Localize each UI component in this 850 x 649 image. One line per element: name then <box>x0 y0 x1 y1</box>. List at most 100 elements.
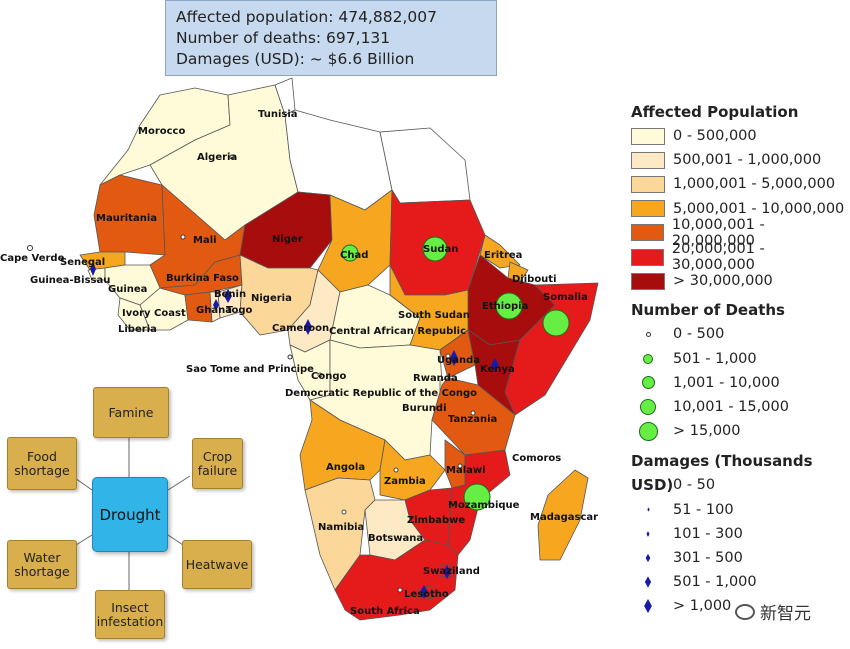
diagram-connectors <box>71 438 191 590</box>
label-zimbabwe: Zimbabwe <box>407 515 465 526</box>
country-madagascar <box>537 469 589 561</box>
country-liberia <box>117 297 151 331</box>
label-tunisia: Tunisia <box>258 109 298 120</box>
label-senegal: Senegal <box>60 257 105 268</box>
damages-stat: Damages (USD): ~ $6.6 Billion <box>176 50 415 68</box>
deaths-marker-sudan <box>422 236 448 262</box>
legend-symbol <box>631 576 665 588</box>
deaths-marker-ethiopia <box>495 292 523 320</box>
deaths-marker-mozambique <box>463 483 491 511</box>
diamond-icon <box>646 507 650 512</box>
affected-legend-item: 1,000,001 - 5,000,000 <box>631 172 846 196</box>
label-botswana: Botswana <box>368 533 423 544</box>
legend-label: 10,000,001 - 20,000,000 <box>671 216 765 249</box>
label-mozambique: Mozambique <box>448 500 520 511</box>
damages-marker-lesotho <box>420 585 428 599</box>
damages-marker-kenya <box>491 358 499 372</box>
label-burundi: Burundi <box>402 403 447 414</box>
deaths-marker-somalia <box>542 309 570 337</box>
label-ghana: Ghana <box>196 305 232 316</box>
deaths-marker-uganda <box>445 353 451 359</box>
deaths-legend-item: 10,001 - 15,000 <box>631 395 846 419</box>
legend-label: 101 - 300 <box>673 525 743 542</box>
damages-legend-item: 301 - 500 <box>631 546 846 570</box>
legend-label: > 1,000 <box>673 598 732 615</box>
label-sudan: Sudan <box>423 244 458 255</box>
legend-label: 0 - 50 <box>673 477 716 494</box>
deaths-legend-item: > 15,000 <box>631 419 846 443</box>
drought-node: Drought <box>92 477 168 552</box>
legend-label: 20,000,001 - 30,000,000 <box>671 241 765 274</box>
damages-legend-item: 0 - 50 <box>631 473 846 497</box>
legend-swatch <box>631 272 665 290</box>
legend-symbol <box>631 483 665 487</box>
label-sao-tome-and-principe: Sao Tome and Principe <box>186 364 314 375</box>
damages-legend-item: 51 - 100 <box>631 497 846 521</box>
legend-symbol <box>631 376 665 390</box>
deaths-marker-algeria <box>229 154 235 160</box>
label-djibouti: Djibouti <box>512 274 557 285</box>
label-chad: Chad <box>340 250 368 261</box>
legend-swatch <box>631 200 665 218</box>
circle-icon <box>645 331 651 337</box>
affected-legend-item: 500,001 - 1,000,000 <box>631 148 846 172</box>
wechat-icon <box>735 603 755 620</box>
deaths-marker-chad <box>341 244 359 262</box>
damages-legend-item: 101 - 300 <box>631 522 846 546</box>
label-morocco: Morocco <box>138 126 185 137</box>
legend-symbol <box>631 507 665 512</box>
label-comoros: Comoros <box>512 453 561 464</box>
legend-swatch <box>631 248 664 266</box>
deaths-marker-mali <box>180 234 186 240</box>
label-nigeria: Nigeria <box>251 293 292 304</box>
circle-icon <box>643 353 653 364</box>
label-somalia: Somalia <box>543 292 588 303</box>
affected-legend-item: 10,000,001 - 20,000,000 <box>631 217 846 249</box>
legend-symbol <box>631 398 665 415</box>
legend-swatch <box>631 224 664 242</box>
map-legend: Affected Population 0 - 500,000 500,001 -… <box>631 100 846 618</box>
legend-label: 5,000,001 - 10,000,000 <box>673 200 845 217</box>
damages-legend-item: > 1,000 <box>631 594 846 618</box>
crop-failure-node: Crop failure <box>192 438 243 489</box>
label-togo: Togo <box>226 305 253 316</box>
label-angola: Angola <box>326 462 365 473</box>
water-shortage-node: Water shortage <box>7 540 77 589</box>
insect-infestation-node: Insect infestation <box>95 590 165 639</box>
legend-label: 501 - 1,000 <box>673 574 757 591</box>
damages-marker-togo <box>213 299 219 311</box>
label-guinea-bissau: Guinea-Bissau <box>30 275 110 286</box>
circle-icon <box>638 421 658 441</box>
affected-legend-item: 20,000,001 - 30,000,000 <box>631 241 846 273</box>
label-liberia: Liberia <box>118 324 157 335</box>
legend-symbol <box>631 421 665 441</box>
label-rwanda: Rwanda <box>413 373 458 384</box>
deaths-marker-south-africa <box>397 587 403 593</box>
sao-tome-marker <box>287 354 293 360</box>
heatwave-node: Heatwave <box>182 540 252 589</box>
country-south-africa <box>334 539 459 621</box>
label-mauritania: Mauritania <box>96 213 157 224</box>
legend-symbol <box>631 353 665 364</box>
deaths-marker-namibia <box>341 509 347 515</box>
damages-marker-cameroon <box>304 319 312 335</box>
damages-legend-item: 501 - 1,000 <box>631 570 846 594</box>
deaths-marker-congo <box>317 372 323 378</box>
legend-label: 501 - 1,000 <box>673 350 757 367</box>
deaths-marker-zambia <box>393 467 399 473</box>
affected-population-stat: Affected population: 474,882,007 <box>176 8 437 26</box>
food-shortage-node: Food shortage <box>7 437 77 490</box>
label-malawi: Malawi <box>446 465 486 476</box>
label-uganda: Uganda <box>437 355 480 366</box>
label-algeria: Algeria <box>197 152 237 163</box>
label-lesotho: Lesotho <box>404 589 449 600</box>
deaths-legend-item: 0 - 500 <box>631 322 846 346</box>
legend-label: 51 - 100 <box>673 501 734 518</box>
damages-marker-uganda <box>450 350 458 366</box>
label-burkina-faso: Burkina Faso <box>166 273 239 284</box>
label-swaziland: Swaziland <box>423 566 480 577</box>
watermark-text: 新智元 <box>760 604 811 624</box>
legend-label: 0 - 500,000 <box>673 128 757 145</box>
circle-icon <box>640 398 656 415</box>
